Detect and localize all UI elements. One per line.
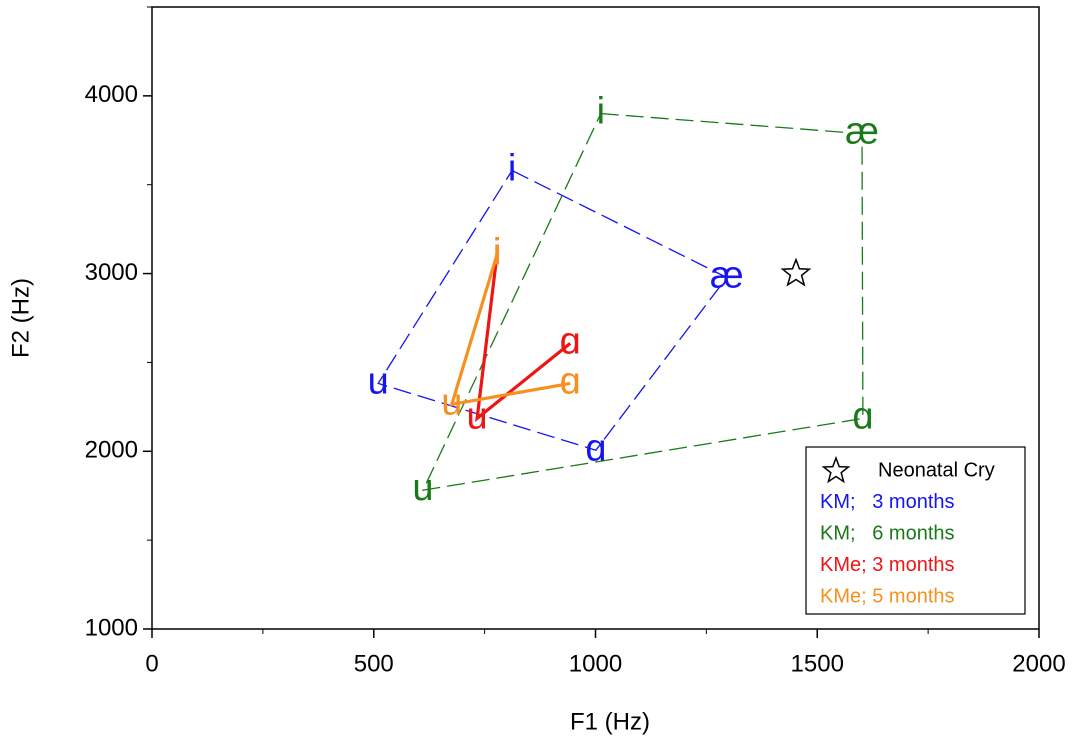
vowel-line	[449, 254, 571, 407]
y-tick-label: 2000	[85, 437, 138, 464]
vowel-label: u	[441, 381, 462, 423]
x-tick-label: 1500	[791, 650, 844, 677]
legend-label: KM; 3 months	[820, 491, 955, 513]
vowel-label: ɑ	[560, 360, 581, 402]
vowel-label: u	[467, 395, 488, 437]
legend-label: KMe; 3 months	[820, 554, 955, 576]
star-marker	[780, 257, 812, 287]
vowel-label: u	[368, 360, 389, 402]
vowel-label: i	[508, 148, 516, 190]
vowel-line	[377, 169, 728, 451]
vowel-label: ɑ	[560, 320, 581, 362]
legend-star	[821, 455, 851, 484]
x-tick-label: 1000	[569, 650, 622, 677]
vowel-label: i	[597, 91, 605, 133]
vowel-label: æ	[710, 255, 744, 297]
legend-label: Neonatal Cry	[878, 459, 995, 481]
vowel-line	[475, 254, 572, 423]
vowel-label: i	[493, 232, 501, 274]
y-tick-label: 3000	[85, 259, 138, 286]
x-axis-label: F1 (Hz)	[570, 708, 650, 735]
vowel-label: u	[412, 467, 433, 509]
vowel-label: ɑ	[585, 427, 606, 469]
x-tick-label: 0	[145, 650, 158, 677]
vowel-label: ɑ	[852, 395, 873, 437]
vowel-label: i	[493, 232, 501, 274]
legend-label: KM; 6 months	[820, 522, 955, 544]
x-tick-label: 2000	[1012, 650, 1065, 677]
y-tick-label: 1000	[85, 614, 138, 641]
x-tick-label: 500	[354, 650, 394, 677]
legend-label: KMe; 5 months	[820, 585, 955, 607]
y-tick-label: 4000	[85, 81, 138, 108]
vowel-label: æ	[845, 111, 879, 153]
vowel-line	[421, 112, 864, 492]
y-axis-label: F2 (Hz)	[7, 278, 34, 358]
